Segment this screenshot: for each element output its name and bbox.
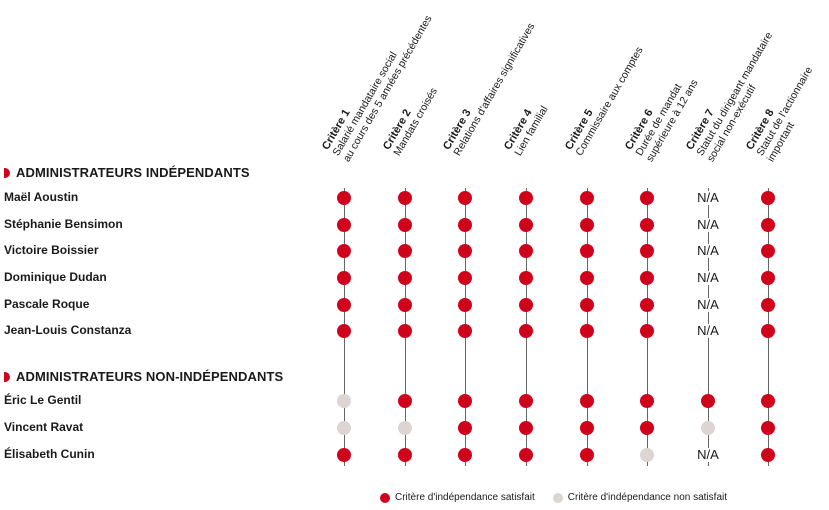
legend-label-satisfied: Critère d'indépendance satisfait — [395, 492, 535, 503]
criterion-satisfied-dot — [398, 191, 412, 205]
criterion-satisfied-dot — [640, 244, 654, 258]
criterion-satisfied-dot — [701, 394, 715, 408]
not-applicable-label: N/A — [696, 243, 720, 258]
criterion-satisfied-dot — [519, 394, 533, 408]
criterion-satisfied-dot — [398, 324, 412, 338]
criterion-satisfied-dot — [458, 271, 472, 285]
criterion-satisfied-dot — [761, 244, 775, 258]
criterion-satisfied-dot — [580, 191, 594, 205]
criterion-not-satisfied-dot — [701, 421, 715, 435]
criterion-satisfied-dot — [580, 324, 594, 338]
criterion-satisfied-dot — [337, 324, 351, 338]
criterion-satisfied-dot — [519, 298, 533, 312]
not-applicable-label: N/A — [696, 323, 720, 338]
criterion-satisfied-dot — [761, 191, 775, 205]
criterion-satisfied-dot — [458, 298, 472, 312]
legend-item-not-satisfied: Critère d'indépendance non satisfait — [552, 492, 728, 503]
criterion-satisfied-dot — [398, 218, 412, 232]
criterion-satisfied-dot — [761, 324, 775, 338]
criterion-satisfied-dot — [640, 218, 654, 232]
criterion-satisfied-dot — [337, 191, 351, 205]
director-name: Jean-Louis Constanza — [4, 323, 132, 337]
criterion-satisfied-dot — [398, 244, 412, 258]
director-name: Victoire Boissier — [4, 243, 99, 257]
criterion-not-satisfied-dot — [337, 394, 351, 408]
criterion-satisfied-dot — [519, 218, 533, 232]
director-name: Dominique Dudan — [4, 270, 107, 284]
criterion-satisfied-dot — [761, 394, 775, 408]
criterion-satisfied-dot — [761, 448, 775, 462]
criterion-satisfied-dot — [519, 271, 533, 285]
criterion-satisfied-dot — [519, 448, 533, 462]
criterion-satisfied-dot — [580, 271, 594, 285]
criterion-satisfied-dot — [458, 191, 472, 205]
criterion-satisfied-dot — [580, 448, 594, 462]
criterion-satisfied-dot — [398, 448, 412, 462]
legend-label-not-satisfied: Critère d'indépendance non satisfait — [567, 492, 728, 503]
section-title-label: ADMINISTRATEURS INDÉPENDANTS — [16, 165, 250, 180]
criterion-satisfied-dot — [337, 271, 351, 285]
legend: Critère d'indépendance satisfait Critère… — [380, 492, 745, 503]
section-title: ADMINISTRATEURS NON-INDÉPENDANTS — [4, 369, 283, 384]
director-name: Éric Le Gentil — [4, 393, 82, 407]
criterion-satisfied-dot — [580, 218, 594, 232]
not-applicable-label: N/A — [696, 297, 720, 312]
criterion-satisfied-dot — [458, 421, 472, 435]
legend-item-satisfied: Critère d'indépendance satisfait — [380, 492, 535, 503]
criterion-satisfied-dot — [519, 324, 533, 338]
criterion-satisfied-dot — [519, 421, 533, 435]
criterion-satisfied-dot — [458, 394, 472, 408]
grey-dot-icon — [552, 492, 563, 503]
criterion-satisfied-dot — [519, 191, 533, 205]
criterion-not-satisfied-dot — [337, 421, 351, 435]
criterion-not-satisfied-dot — [640, 448, 654, 462]
criterion-satisfied-dot — [640, 421, 654, 435]
criterion-satisfied-dot — [337, 244, 351, 258]
criterion-satisfied-dot — [640, 394, 654, 408]
criterion-satisfied-dot — [761, 271, 775, 285]
section-title-label: ADMINISTRATEURS NON-INDÉPENDANTS — [16, 369, 284, 384]
not-applicable-label: N/A — [696, 217, 720, 232]
criterion-title: Critère 5 — [563, 107, 596, 152]
director-name: Pascale Roque — [4, 297, 90, 311]
section-marker-icon — [4, 167, 10, 178]
criterion-satisfied-dot — [398, 394, 412, 408]
criterion-satisfied-dot — [640, 271, 654, 285]
criterion-satisfied-dot — [337, 218, 351, 232]
criterion-satisfied-dot — [458, 218, 472, 232]
criterion-satisfied-dot — [640, 191, 654, 205]
criterion-satisfied-dot — [640, 298, 654, 312]
criterion-header-4: Critère 4 Lien familial — [502, 98, 551, 158]
criterion-not-satisfied-dot — [398, 421, 412, 435]
director-name: Élisabeth Cunin — [4, 447, 95, 461]
criterion-satisfied-dot — [337, 448, 351, 462]
criterion-satisfied-dot — [458, 324, 472, 338]
section-marker-icon — [4, 371, 10, 382]
criterion-satisfied-dot — [761, 298, 775, 312]
criterion-satisfied-dot — [458, 244, 472, 258]
director-name: Maël Aoustin — [4, 190, 79, 204]
criterion-satisfied-dot — [398, 298, 412, 312]
not-applicable-label: N/A — [696, 447, 720, 462]
director-name: Stéphanie Bensimon — [4, 217, 123, 231]
red-dot-icon — [380, 492, 390, 503]
criterion-satisfied-dot — [580, 244, 594, 258]
criterion-satisfied-dot — [337, 298, 351, 312]
criterion-satisfied-dot — [580, 421, 594, 435]
criterion-satisfied-dot — [458, 448, 472, 462]
criterion-satisfied-dot — [398, 271, 412, 285]
criterion-satisfied-dot — [580, 394, 594, 408]
director-name: Vincent Ravat — [4, 420, 84, 434]
criterion-satisfied-dot — [580, 298, 594, 312]
criterion-satisfied-dot — [761, 421, 775, 435]
section-title: ADMINISTRATEURS INDÉPENDANTS — [4, 165, 250, 180]
criterion-satisfied-dot — [761, 218, 775, 232]
criterion-satisfied-dot — [519, 244, 533, 258]
not-applicable-label: N/A — [696, 190, 720, 205]
not-applicable-label: N/A — [696, 270, 720, 285]
criterion-satisfied-dot — [640, 324, 654, 338]
